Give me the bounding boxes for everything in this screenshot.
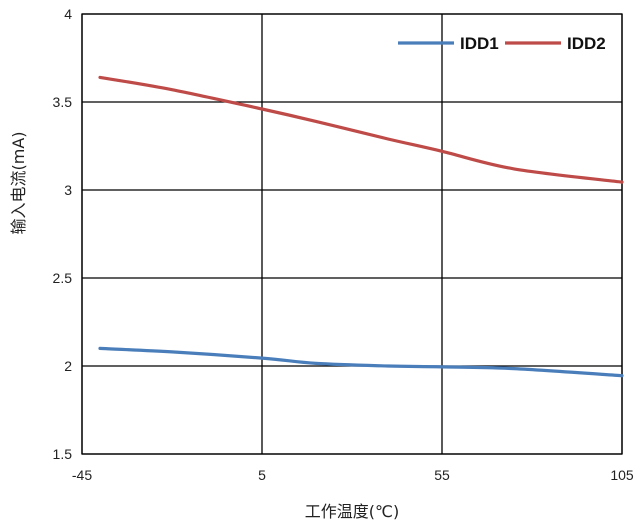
grid [81,13,623,455]
y-tick-label: 1.5 [53,446,73,462]
plot-border [81,13,623,455]
y-tick-label: 2.5 [53,270,73,286]
y-tick-label: 2 [64,358,72,374]
legend-label-idd2: IDD2 [567,34,606,53]
y-axis-title: 输入电流(mA) [9,131,28,234]
x-axis-title: 工作温度(℃) [305,502,399,521]
y-tick-label: 3 [64,182,72,198]
plot-area [82,14,622,454]
series-line-idd1 [98,346,624,378]
x-tick-label: 5 [258,467,266,483]
y-tick-label: 3.5 [53,94,73,110]
tick-labels: 1.522.533.54-45 5 55 105 [53,6,634,483]
y-tick-label: 4 [64,6,72,22]
series-line-idd2 [98,75,624,184]
x-tick-label: 105 [610,467,634,483]
series-layer [98,75,624,378]
legend: IDD1 IDD2 [398,34,606,53]
x-tick-label: 55 [434,467,450,483]
legend-label-idd1: IDD1 [460,34,499,53]
x-tick-label: -45 [72,467,92,483]
